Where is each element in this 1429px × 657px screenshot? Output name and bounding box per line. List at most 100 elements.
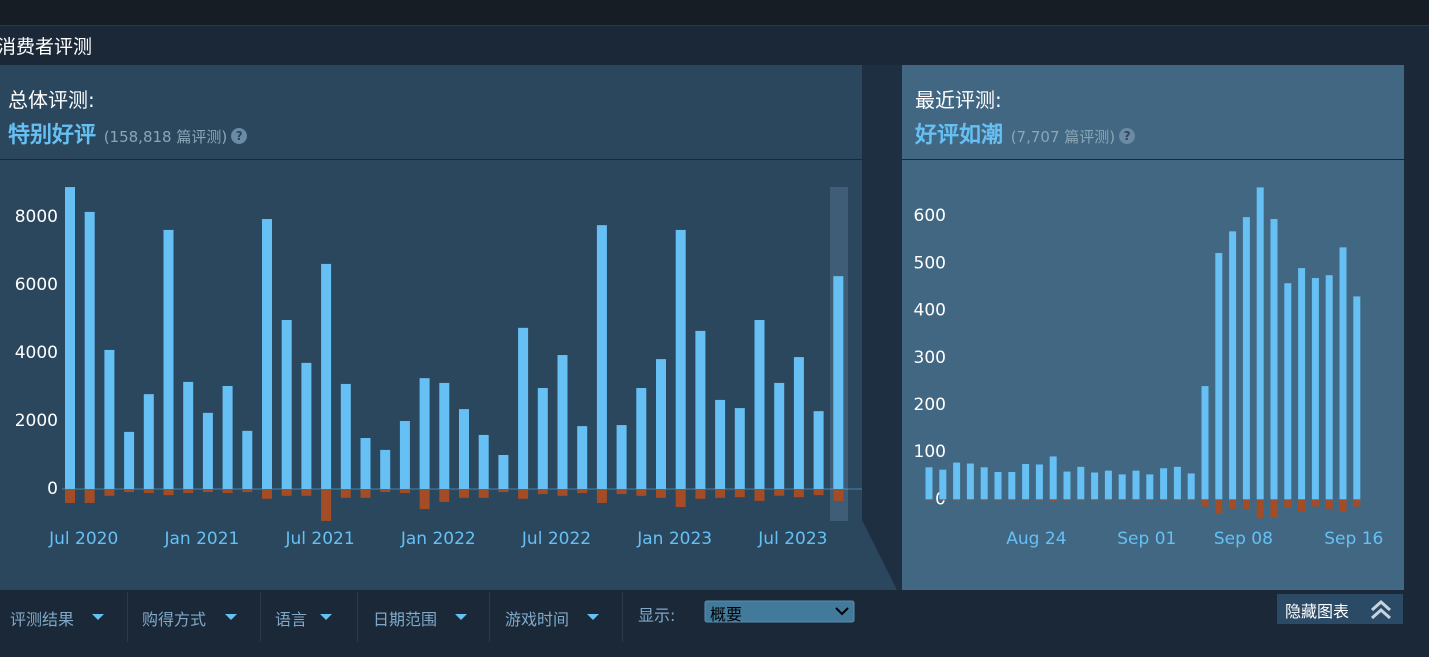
x-tick-label: Sep 01 (1117, 529, 1176, 549)
bar (65, 489, 75, 503)
bar (1187, 473, 1195, 500)
bar (596, 225, 607, 489)
bar (281, 320, 292, 489)
y-tick-label: 200 (914, 395, 946, 415)
bar (439, 382, 450, 489)
bar (1132, 470, 1140, 500)
bar (498, 489, 509, 493)
bar (419, 378, 430, 489)
x-tick-label: Jan 2023 (636, 529, 712, 549)
bar (1104, 470, 1112, 500)
bar (1077, 466, 1085, 500)
bar (242, 430, 253, 489)
x-tick-label: Jul 2022 (521, 529, 591, 549)
bar (262, 219, 272, 490)
bar (459, 409, 469, 489)
bar (360, 489, 371, 498)
display-label: 显示: (638, 606, 676, 625)
select-arrow (835, 607, 849, 616)
bar (1284, 499, 1292, 508)
bar (1049, 456, 1057, 500)
bar (1132, 499, 1140, 501)
bar (1118, 474, 1126, 500)
filter[interactable]: 语言 (275, 610, 308, 629)
bar (994, 499, 1002, 501)
bar (939, 499, 947, 501)
bar (478, 489, 489, 498)
bar (380, 489, 391, 493)
bar (1353, 296, 1361, 500)
bar (399, 489, 410, 494)
filter[interactable]: 日期范围 (373, 610, 438, 629)
bar (616, 489, 627, 495)
overall-panel (0, 65, 897, 590)
x-tick-label: Jul 2023 (757, 529, 827, 549)
bar (202, 412, 213, 489)
bar (222, 385, 233, 489)
bar (1146, 474, 1154, 500)
bar (774, 489, 785, 496)
bar (577, 489, 588, 494)
bar (1091, 472, 1099, 500)
bar (715, 399, 726, 489)
bar (1035, 499, 1043, 501)
bar (557, 355, 568, 489)
bar (202, 489, 213, 493)
bar (1104, 499, 1112, 501)
bar (65, 187, 75, 489)
bar (953, 462, 961, 500)
x-tick-label: Jul 2020 (48, 529, 118, 549)
filter[interactable]: 购得方式 (142, 610, 207, 629)
y-tick-label: 6000 (15, 275, 58, 295)
help-icon[interactable]: ? (1119, 128, 1136, 144)
bar (925, 467, 933, 500)
help-icon[interactable]: ? (231, 128, 248, 144)
y-tick-label: 500 (914, 253, 946, 273)
bar (636, 489, 647, 496)
y-tick-label: 300 (914, 348, 946, 368)
bar (1298, 268, 1306, 500)
bar (953, 499, 961, 501)
bar (577, 426, 588, 489)
review-count: (158,818 篇评测) (103, 128, 228, 146)
bar (1311, 278, 1319, 500)
bar (715, 489, 726, 498)
recent-rating: 好评如潮 (7,707 篇评测)? (915, 117, 1136, 149)
bar (1077, 499, 1085, 501)
rating: 特别好评 (8, 123, 97, 148)
bar (695, 330, 706, 489)
hide-chart-label[interactable]: 隐藏图表 (1285, 602, 1350, 621)
filter[interactable]: 游戏时间 (505, 610, 570, 629)
bar (734, 489, 745, 498)
top-bar (0, 0, 1429, 25)
bar (1325, 499, 1333, 509)
bar (774, 382, 785, 489)
bar (1022, 464, 1030, 500)
bar (183, 381, 194, 489)
bar (84, 489, 95, 503)
bar (1049, 499, 1057, 501)
display-value[interactable]: 概要 (710, 605, 743, 624)
bar (1063, 471, 1071, 500)
bar (1270, 499, 1278, 518)
bar (695, 489, 706, 499)
bar (1339, 499, 1347, 512)
y-tick-label: 0 (47, 479, 58, 499)
bar (833, 276, 844, 489)
bar (242, 489, 253, 493)
bar (340, 489, 351, 498)
filter[interactable]: 评测结果 (10, 610, 75, 629)
bar (1035, 464, 1043, 500)
recent-panel (902, 65, 1404, 590)
overall-header: 总体评测: 特别好评 (158,818 篇评测)? (8, 84, 248, 149)
display-select[interactable] (704, 600, 855, 623)
bar (1173, 499, 1181, 501)
bar (1215, 499, 1223, 514)
bar (439, 489, 450, 502)
bar (966, 499, 974, 501)
bar (925, 499, 933, 501)
bar (1339, 247, 1347, 500)
bar (1311, 499, 1319, 507)
recent-label: 最近评测: (915, 88, 1002, 112)
bar (754, 320, 765, 489)
